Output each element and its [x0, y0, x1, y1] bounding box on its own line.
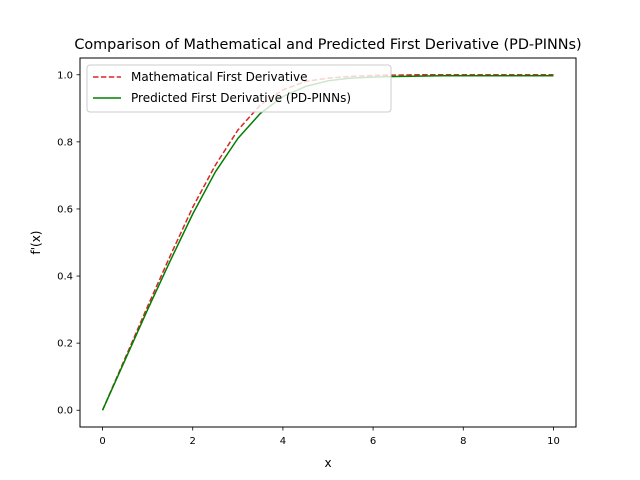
- x-tick-label: 4: [280, 436, 286, 447]
- y-tick-label: 0.2: [57, 339, 73, 350]
- x-tick-label: 10: [547, 436, 560, 447]
- axis-ticks: 0 2 4 6 8 10 0.0 0.2 0.4 0.6 0.8 1.0: [57, 70, 560, 447]
- x-tick-label: 2: [190, 436, 196, 447]
- legend-label-1: Predicted First Derivative (PD-PINNs): [131, 91, 351, 105]
- chart-title: Comparison of Mathematical and Predicted…: [74, 37, 581, 53]
- y-tick-label: 1.0: [57, 70, 73, 81]
- x-tick-label: 8: [460, 436, 466, 447]
- axes-frame: [79, 57, 577, 428]
- y-tick-label: 0.8: [57, 137, 73, 148]
- x-tick-label: 6: [370, 436, 376, 447]
- x-axis-label: x: [324, 456, 331, 470]
- y-tick-label: 0.0: [57, 406, 73, 417]
- x-tick-label: 0: [99, 436, 105, 447]
- y-tick-label: 0.4: [57, 272, 73, 283]
- legend-label-0: Mathematical First Derivative: [131, 70, 308, 84]
- legend-box: [86, 64, 392, 113]
- legend: Mathematical First Derivative Predicted F…: [86, 64, 392, 113]
- y-tick-label: 0.6: [57, 204, 73, 215]
- y-axis-label: f'(x): [29, 231, 43, 255]
